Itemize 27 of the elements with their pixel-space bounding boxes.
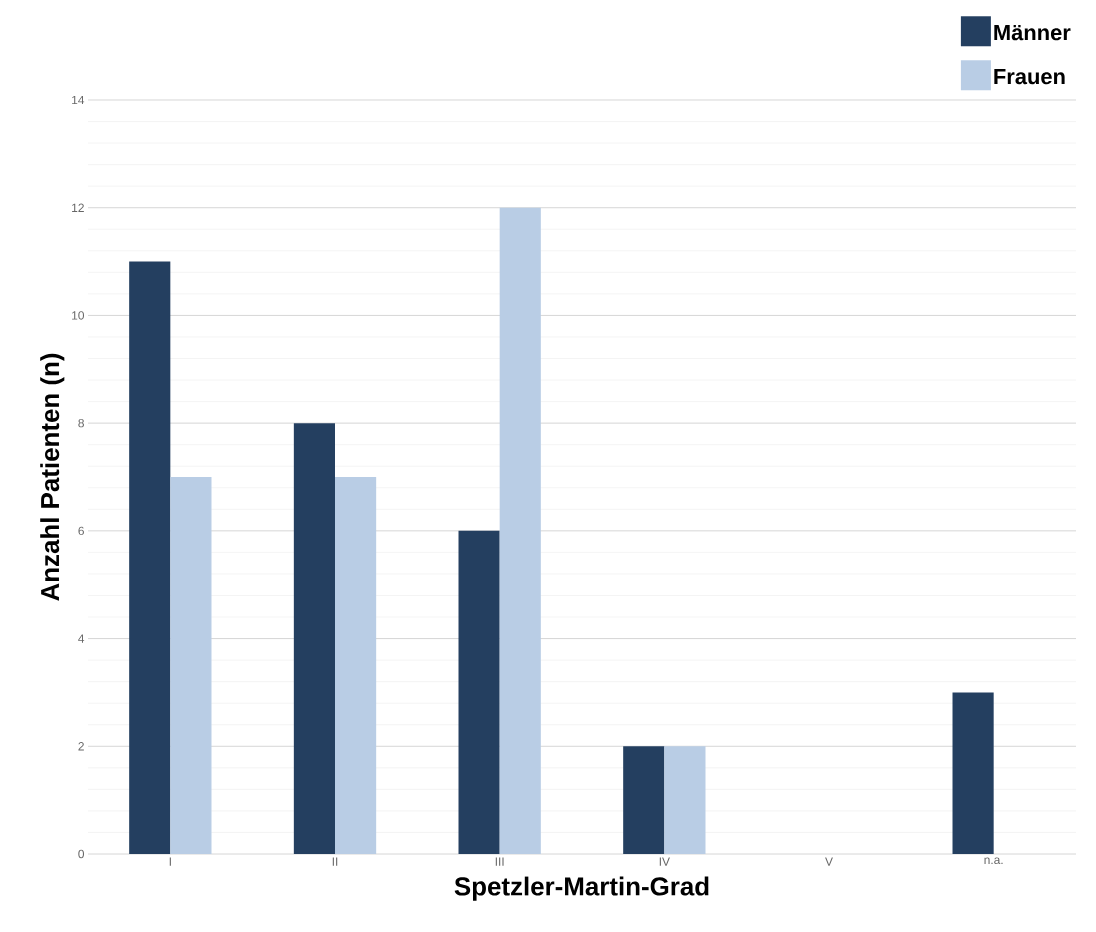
x-tick-label: II: [332, 857, 338, 866]
legend-label: Frauen: [994, 68, 1065, 85]
bar: [170, 477, 212, 854]
bar: [664, 746, 706, 854]
y-tick-label: 10: [72, 311, 85, 320]
bar: [458, 530, 500, 854]
x-axis-title: Spetzler-Martin-Grad: [454, 876, 709, 901]
y-tick-label: 12: [72, 203, 84, 212]
y-tick-label: 14: [72, 95, 85, 105]
bar: [293, 423, 335, 854]
x-tick-label: n.a.: [984, 857, 1003, 865]
x-tick-label: III: [495, 857, 504, 866]
y-tick-label: 2: [78, 742, 84, 751]
bar: [335, 477, 377, 854]
y-tick-label: 0: [78, 849, 85, 859]
y-tick-label: 4: [78, 634, 85, 643]
legend-label: Männer: [994, 24, 1071, 41]
x-tick-label: I: [169, 857, 171, 866]
x-tick-label: IV: [659, 857, 670, 866]
x-tick-label: V: [825, 857, 833, 866]
y-tick-label: 8: [78, 418, 84, 428]
bar: [623, 746, 665, 854]
bar: [952, 692, 994, 854]
bar: [129, 261, 171, 854]
y-tick-label: 6: [78, 526, 84, 536]
bar: [499, 207, 541, 854]
y-axis-title: Anzahl Patienten (n): [40, 353, 65, 601]
